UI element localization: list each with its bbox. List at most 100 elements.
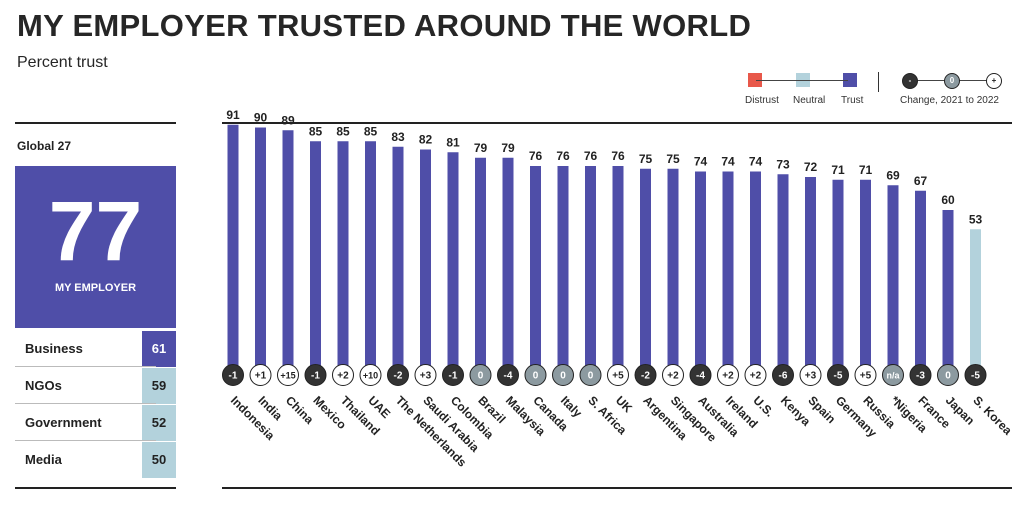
bar xyxy=(695,171,706,375)
change-label: -1 xyxy=(311,371,320,382)
change-circle xyxy=(937,364,959,386)
chart-bottom-rule xyxy=(222,487,1012,489)
change-label: n/a xyxy=(886,371,900,381)
category-label: Italy xyxy=(558,393,585,420)
bar-value-label: 85 xyxy=(336,124,350,138)
stat-label: Government xyxy=(25,415,102,430)
bar-value-label: 76 xyxy=(611,149,625,163)
change-label: -1 xyxy=(229,371,238,382)
change-label: -4 xyxy=(696,371,705,382)
bar-value-label: 67 xyxy=(914,174,928,188)
category-label: Germany xyxy=(833,393,880,440)
bar xyxy=(255,127,266,375)
legend-change-zero: 0 xyxy=(944,73,960,89)
change-circle xyxy=(799,364,822,386)
category-label: UK xyxy=(613,393,635,415)
stat-label: NGOs xyxy=(25,378,62,393)
bar-value-label: 91 xyxy=(226,108,240,122)
bar xyxy=(475,157,486,375)
bar xyxy=(777,174,789,375)
legend-trust-label: Trust xyxy=(841,95,864,106)
category-label: France xyxy=(915,393,953,431)
change-circle xyxy=(579,364,602,386)
change-label: -3 xyxy=(916,371,925,382)
bar xyxy=(365,141,376,375)
change-circle xyxy=(662,364,684,386)
change-label: +2 xyxy=(722,371,734,382)
global-label: Global 27 xyxy=(17,139,72,153)
change-label: -2 xyxy=(641,371,650,382)
change-circle xyxy=(552,364,574,386)
category-label: Canada xyxy=(530,393,571,434)
change-circle xyxy=(497,364,519,386)
stat-row-ngos: NGOs 59 xyxy=(15,368,176,404)
chart-top-rule xyxy=(222,122,1012,124)
bar xyxy=(420,149,431,375)
category-label: Spain xyxy=(805,393,838,426)
change-label: +2 xyxy=(337,371,349,382)
category-label: Indonesia xyxy=(228,393,278,443)
bar-value-label: 85 xyxy=(364,124,378,138)
category-label: S. Korea xyxy=(970,393,1015,438)
bar-value-label: 74 xyxy=(749,155,763,169)
bar xyxy=(612,166,624,375)
stat-row-government: Government 52 xyxy=(15,405,176,441)
bar-value-label: 76 xyxy=(584,149,598,163)
change-label: 0 xyxy=(560,371,566,382)
change-circle xyxy=(222,364,244,386)
legend-distrust-swatch xyxy=(748,73,762,87)
category-label: S. Africa xyxy=(585,393,629,437)
category-label: U.S. xyxy=(750,393,776,419)
change-circle xyxy=(442,364,464,386)
bar xyxy=(887,185,899,375)
legend-separator xyxy=(878,72,879,92)
bar-value-label: 73 xyxy=(776,157,790,171)
change-circle xyxy=(854,364,877,386)
legend: Distrust Neutral Trust - 0 + Change, 202… xyxy=(745,70,1010,110)
category-label: Colombia xyxy=(448,393,497,442)
bar-value-label: 72 xyxy=(804,160,818,174)
legend-scale-line xyxy=(756,80,848,81)
change-label: 0 xyxy=(478,371,484,382)
category-label: The Netherlands xyxy=(393,393,470,470)
change-circle xyxy=(964,364,987,386)
bar-value-label: 82 xyxy=(419,133,433,147)
change-circle xyxy=(359,364,382,386)
change-label: +3 xyxy=(420,371,432,382)
left-top-rule xyxy=(15,122,176,124)
bar xyxy=(970,229,981,375)
change-circle xyxy=(607,364,629,386)
bar-value-label: 85 xyxy=(309,124,323,138)
change-circle xyxy=(304,364,327,386)
stat-value: 50 xyxy=(142,442,176,478)
change-label: 0 xyxy=(945,371,951,382)
change-label: 0 xyxy=(533,371,539,382)
bar xyxy=(502,157,514,375)
category-label: Saudi Arabia xyxy=(420,393,482,455)
bar xyxy=(860,179,871,375)
bar-value-label: 69 xyxy=(886,168,900,182)
change-label: +5 xyxy=(860,371,872,382)
bar-value-label: 75 xyxy=(639,152,653,166)
stat-label: Media xyxy=(25,452,62,467)
category-label: Australia xyxy=(695,393,741,439)
change-label: +15 xyxy=(280,371,295,381)
stat-value: 61 xyxy=(142,331,176,367)
bar-value-label: 79 xyxy=(501,141,515,155)
change-circle xyxy=(332,364,354,386)
change-circle xyxy=(909,364,932,386)
bar xyxy=(640,168,651,375)
category-label: Malaysia xyxy=(503,393,549,439)
bar xyxy=(750,171,761,375)
bar-value-label: 60 xyxy=(941,193,955,207)
legend-neutral-label: Neutral xyxy=(793,95,826,106)
stat-row-business: Business 61 xyxy=(15,331,176,367)
change-circle xyxy=(744,364,767,386)
change-label: +5 xyxy=(612,371,624,382)
category-label: India xyxy=(255,393,285,423)
category-label: Argentina xyxy=(640,393,690,443)
change-circle xyxy=(469,364,492,386)
bar xyxy=(392,146,404,375)
bar xyxy=(530,166,541,375)
change-circle xyxy=(882,364,904,386)
